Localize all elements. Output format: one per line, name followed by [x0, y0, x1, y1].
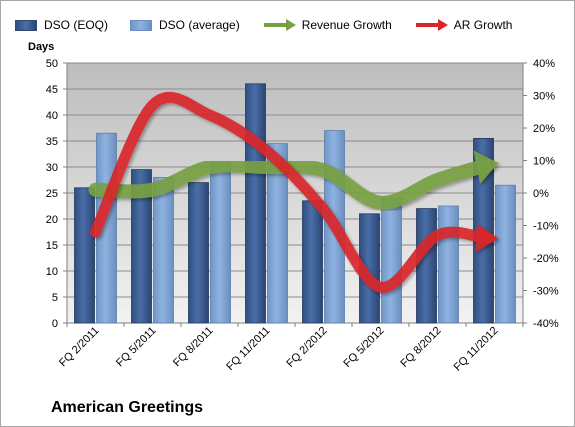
legend-label-ar-growth: AR Growth: [453, 18, 513, 32]
bar-dso-avg: [153, 176, 174, 324]
x-tick-label: FQ 5/2011: [114, 325, 159, 370]
y-axis-title: Days: [28, 41, 55, 53]
legend-item-revenue-growth: Revenue Growth: [262, 18, 392, 32]
chart-legend: DSO (EOQ) DSO (average) Revenue Growth A…: [15, 15, 565, 35]
bar-dso-avg: [495, 184, 516, 324]
company-title: American Greetings: [51, 399, 204, 416]
bar-dso-avg: [210, 161, 231, 324]
y2-tick-label: -40%: [533, 318, 559, 330]
x-tick-label: FQ 11/2011: [224, 325, 272, 373]
bar-dso-avg: [267, 143, 288, 324]
bar-dso-eoq: [302, 200, 323, 324]
bar-dso-avg: [381, 197, 402, 324]
y-tick-label: 10: [46, 266, 58, 278]
bar-dso-eoq: [245, 83, 266, 324]
revenue-growth-line: [88, 158, 492, 210]
y2-tick-label: 10%: [533, 156, 555, 168]
legend-label-revenue-growth: Revenue Growth: [301, 18, 392, 32]
bar-dso-eoq: [188, 182, 209, 324]
legend-swatch-dso-eoq: [15, 19, 37, 31]
revenue-growth-arrowhead: [473, 150, 499, 184]
legend-item-dso-eoq: DSO (EOQ): [15, 18, 108, 32]
x-tick-label: FQ 8/2011: [171, 325, 216, 370]
bar-dso-eoq: [74, 187, 95, 324]
y-tick-label: 45: [46, 84, 58, 96]
legend-arrow-revenue-icon: [263, 19, 296, 31]
legend-label-dso-avg: DSO (average): [159, 18, 240, 32]
ar-growth-line: [90, 91, 490, 293]
y2-tick-label: 30%: [533, 91, 555, 103]
y-tick-label: 20: [46, 214, 58, 226]
y-tick-label: 30: [46, 162, 58, 174]
x-tick-label: FQ 2/2012: [284, 325, 329, 370]
y2-tick-label: -10%: [533, 221, 559, 233]
ar-growth-arrowhead: [475, 223, 499, 252]
legend-label-dso-eoq: DSO (EOQ): [44, 18, 109, 32]
y-tick-label: 0: [52, 318, 58, 330]
bar-dso-avg: [438, 205, 459, 324]
y2-tick-label: 40%: [533, 58, 555, 70]
legend-item-ar-growth: AR Growth: [414, 18, 513, 32]
x-tick-label: FQ 5/2012: [341, 325, 386, 370]
legend-swatch-dso-avg: [130, 19, 153, 31]
bar-dso-eoq: [131, 169, 152, 324]
y-tick-label: 40: [46, 110, 58, 122]
y2-tick-label: 20%: [533, 123, 555, 135]
x-tick-label: FQ 2/2011: [57, 325, 102, 370]
y2-tick-label: -20%: [533, 253, 559, 265]
x-tick-label: FQ 11/2012: [452, 325, 501, 374]
y-tick-label: 50: [46, 58, 58, 70]
y-tick-label: 25: [46, 188, 58, 200]
y2-tick-label: 0%: [533, 188, 549, 200]
y-tick-label: 15: [46, 240, 58, 252]
bar-dso-eoq: [416, 208, 437, 324]
legend-arrow-ar-icon: [415, 19, 448, 31]
y2-tick-label: -30%: [533, 286, 559, 298]
legend-item-dso-avg: DSO (average): [130, 18, 240, 32]
y-tick-label: 35: [46, 136, 58, 148]
x-tick-label: FQ 8/2012: [398, 325, 443, 370]
y-tick-label: 5: [52, 292, 58, 304]
